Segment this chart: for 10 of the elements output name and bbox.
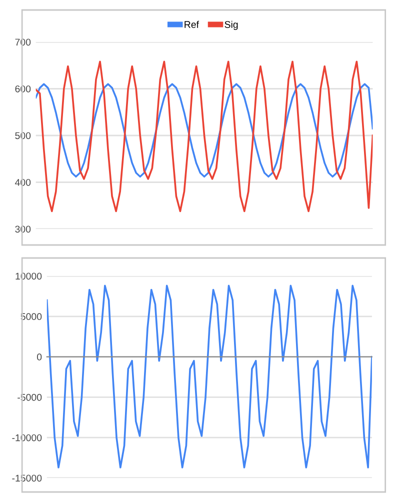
y-tick-label: 600 bbox=[15, 85, 31, 92]
legend-label: Ref bbox=[184, 20, 200, 28]
line-series bbox=[36, 60, 373, 212]
legend-label: Sig bbox=[224, 20, 238, 30]
y-tick-label: 0 bbox=[37, 354, 42, 360]
y-tick-label: 400 bbox=[14, 178, 31, 186]
line-series bbox=[36, 83, 373, 178]
y-tick-label: 10000 bbox=[16, 272, 42, 280]
y-tick-label: -10000 bbox=[12, 434, 42, 442]
line-series bbox=[46, 284, 372, 468]
